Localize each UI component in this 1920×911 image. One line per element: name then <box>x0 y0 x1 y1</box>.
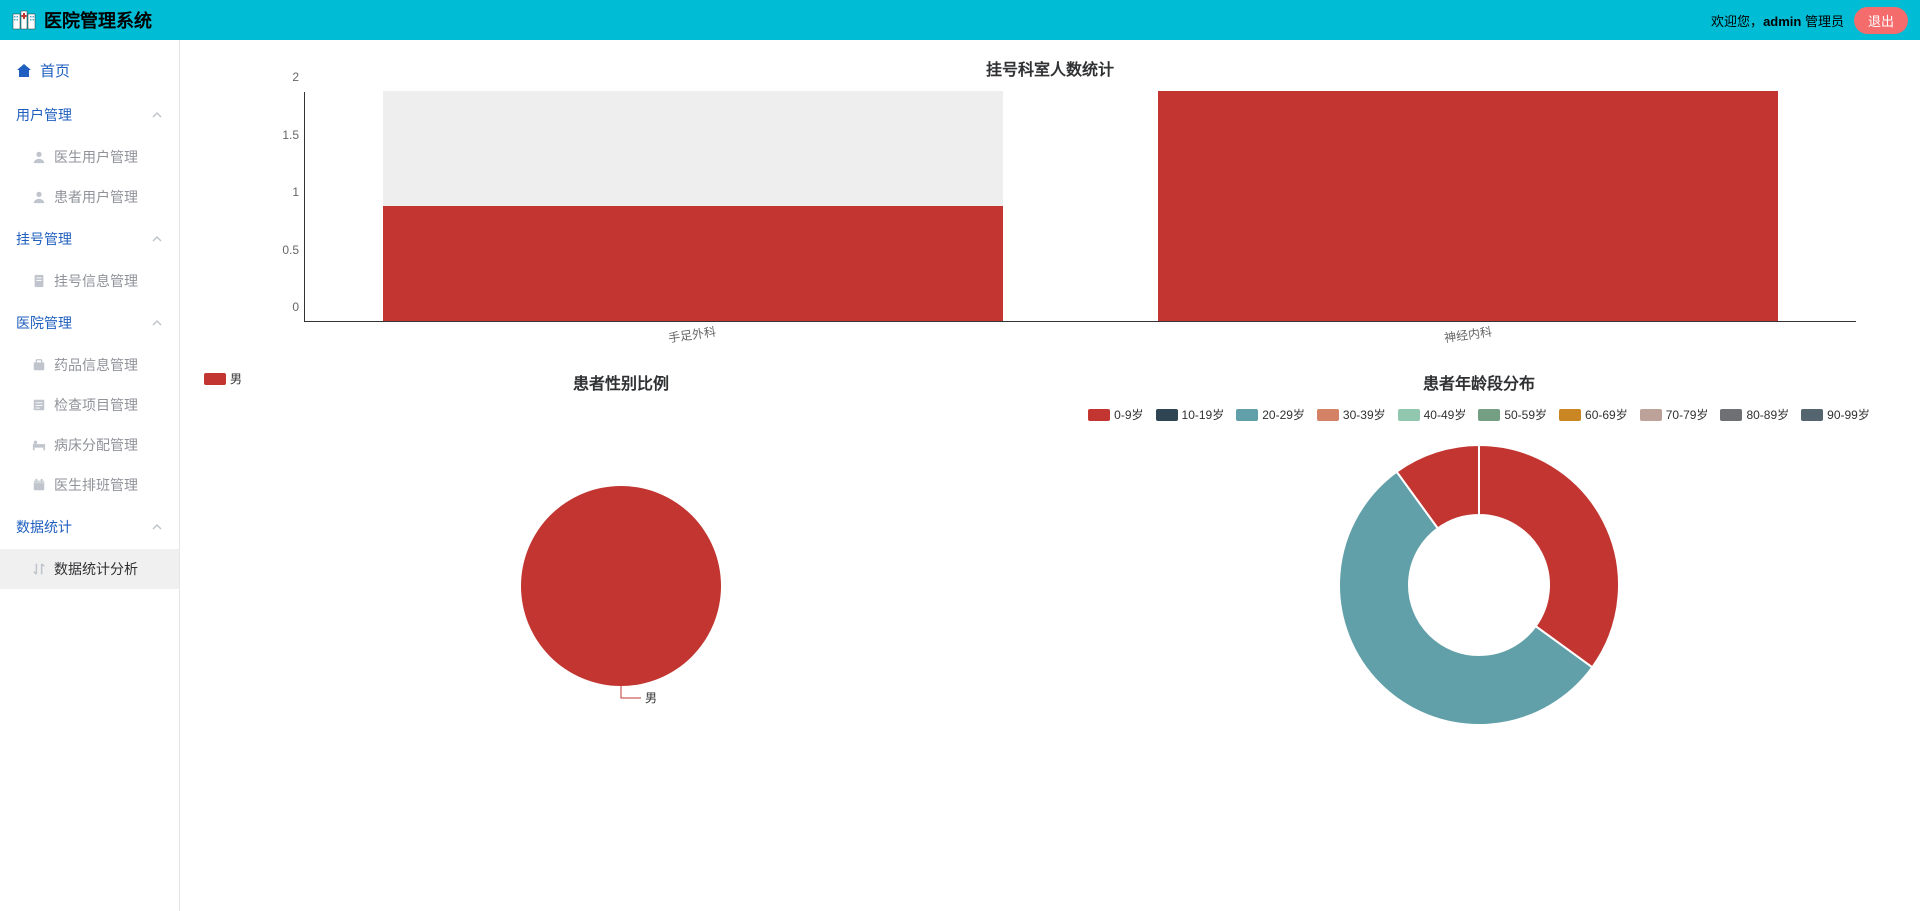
pie-legend[interactable]: 男 <box>204 370 242 387</box>
sidebar-item-1-0[interactable]: 挂号信息管理 <box>0 261 179 301</box>
chevron-up-icon <box>151 233 163 245</box>
bar-1[interactable] <box>1158 91 1778 321</box>
chevron-up-icon <box>151 317 163 329</box>
sidebar-group-1[interactable]: 挂号管理 <box>0 217 179 261</box>
bar-ytick: 1 <box>292 185 299 199</box>
donut-slice-0[interactable] <box>1479 445 1619 667</box>
sidebar-item-3-0[interactable]: 数据统计分析 <box>0 549 179 589</box>
legend-swatch <box>1559 409 1581 421</box>
sidebar-item-2-1[interactable]: 检查项目管理 <box>0 385 179 425</box>
sidebar-group-0[interactable]: 用户管理 <box>0 93 179 137</box>
legend-swatch <box>1236 409 1258 421</box>
sidebar-item-2-3[interactable]: 医生排班管理 <box>0 465 179 505</box>
donut-legend-item-5[interactable]: 50-59岁 <box>1478 406 1547 423</box>
donut-chart-svg <box>1319 435 1639 735</box>
donut-chart-title: 患者年龄段分布 <box>1062 370 1896 394</box>
pie-label-0: 男 <box>645 691 657 705</box>
donut-legend-item-4[interactable]: 40-49岁 <box>1398 406 1467 423</box>
logout-button[interactable]: 退出 <box>1854 7 1908 34</box>
donut-legend-item-2[interactable]: 20-29岁 <box>1236 406 1305 423</box>
chevron-up-icon <box>151 109 163 121</box>
legend-swatch <box>1317 409 1339 421</box>
list-icon <box>32 398 46 412</box>
donut-legend: 0-9岁 10-19岁 20-29岁 30-39岁 40-49岁 50-59岁 60-69岁… <box>1062 406 1896 423</box>
donut-legend-item-1[interactable]: 10-19岁 <box>1156 406 1225 423</box>
legend-swatch <box>1801 409 1823 421</box>
donut-chart-container: 患者年龄段分布 0-9岁 10-19岁 20-29岁 30-39岁 40-49岁 50-5… <box>1062 370 1896 756</box>
sidebar-item-2-0[interactable]: 药品信息管理 <box>0 345 179 385</box>
pie-chart-title: 患者性别比例 <box>204 370 1038 394</box>
sidebar-home[interactable]: 首页 <box>0 48 179 93</box>
welcome-text: 欢迎您，admin 管理员 <box>1711 11 1844 30</box>
bag-icon <box>32 358 46 372</box>
main-content: 挂号科室人数统计 00.511.52 手足外科神经内科 男 患者性别比例 男 <box>180 40 1920 911</box>
legend-swatch <box>1156 409 1178 421</box>
sidebar-group-2[interactable]: 医院管理 <box>0 301 179 345</box>
header-right: 欢迎您，admin 管理员 退出 <box>1711 7 1908 34</box>
donut-legend-item-7[interactable]: 70-79岁 <box>1640 406 1709 423</box>
home-icon <box>16 63 32 79</box>
sidebar: 首页 用户管理医生用户管理患者用户管理挂号管理挂号信息管理医院管理药品信息管理检… <box>0 40 180 911</box>
sort-icon <box>32 562 46 576</box>
bar-chart-plot: 00.511.52 <box>304 92 1856 322</box>
legend-swatch <box>1478 409 1500 421</box>
bar-xlabel-0: 手足外科 <box>667 323 717 347</box>
bar-ytick: 1.5 <box>282 128 299 142</box>
bar-ytick: 0 <box>292 300 299 314</box>
header-left: 医院管理系统 <box>12 7 152 33</box>
sidebar-item-0-0[interactable]: 医生用户管理 <box>0 137 179 177</box>
legend-swatch <box>1720 409 1742 421</box>
hospital-logo-icon <box>12 10 36 30</box>
bar-ytick: 0.5 <box>282 243 299 257</box>
sidebar-item-2-2[interactable]: 病床分配管理 <box>0 425 179 465</box>
user-icon <box>32 190 46 204</box>
donut-legend-item-8[interactable]: 80-89岁 <box>1720 406 1789 423</box>
bar-ytick: 2 <box>292 70 299 84</box>
legend-swatch <box>1088 409 1110 421</box>
app-header: 医院管理系统 欢迎您，admin 管理员 退出 <box>0 0 1920 40</box>
pie-chart-svg: 男 <box>441 436 801 756</box>
app-title: 医院管理系统 <box>44 7 152 33</box>
legend-swatch <box>1640 409 1662 421</box>
bed-icon <box>32 438 46 452</box>
doc-icon <box>32 274 46 288</box>
bar-chart-container: 挂号科室人数统计 00.511.52 手足外科神经内科 <box>204 56 1896 346</box>
donut-legend-item-0[interactable]: 0-9岁 <box>1088 406 1143 423</box>
pie-slice-0[interactable] <box>521 486 721 686</box>
donut-legend-item-9[interactable]: 90-99岁 <box>1801 406 1870 423</box>
chevron-up-icon <box>151 521 163 533</box>
donut-legend-item-6[interactable]: 60-69岁 <box>1559 406 1628 423</box>
sidebar-item-0-1[interactable]: 患者用户管理 <box>0 177 179 217</box>
legend-swatch <box>1398 409 1420 421</box>
calendar-icon <box>32 478 46 492</box>
bar-chart-title: 挂号科室人数统计 <box>204 56 1896 80</box>
pie-chart-container: 男 患者性别比例 男 <box>204 370 1038 756</box>
user-icon <box>32 150 46 164</box>
sidebar-group-3[interactable]: 数据统计 <box>0 505 179 549</box>
bar-xlabel-1: 神经内科 <box>1443 323 1493 347</box>
donut-legend-item-3[interactable]: 30-39岁 <box>1317 406 1386 423</box>
bar-0[interactable] <box>383 206 1003 321</box>
pie-legend-swatch <box>204 373 226 385</box>
